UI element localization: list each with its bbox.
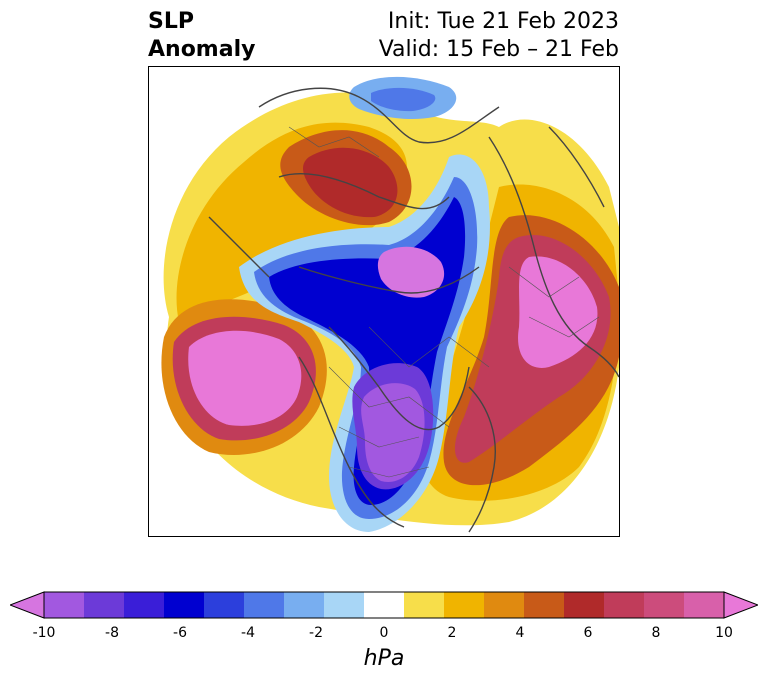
colorbar-tick-label: -6 — [173, 625, 187, 641]
slp-anomaly-map — [161, 76, 619, 533]
colorbar-tick-label: 4 — [515, 625, 525, 641]
colorbar-segment — [404, 592, 445, 618]
colorbar-segment — [84, 592, 125, 618]
colorbar-segment — [124, 592, 165, 618]
colorbar-segment — [324, 592, 365, 618]
map-panel — [148, 66, 620, 537]
anomaly-contour-magenta-west — [188, 330, 302, 426]
colorbar-segment — [524, 592, 565, 618]
colorbar-segment — [604, 592, 645, 618]
colorbar-tick-label: -10 — [32, 625, 56, 641]
colorbar-segment — [44, 592, 85, 618]
anomaly-contour-arctic-low — [377, 246, 445, 298]
colorbar-segment — [684, 592, 725, 618]
colorbar-outline — [43, 591, 725, 619]
colorbar-segment — [244, 592, 285, 618]
colorbar-tick-label: 2 — [447, 625, 457, 641]
anomaly-contour-blue-north-core — [371, 87, 436, 112]
init-date: Init: Tue 21 Feb 2023 — [387, 9, 619, 34]
colorbar-segment — [484, 592, 525, 618]
colorbar-extend-max — [723, 591, 758, 619]
colorbar-segment — [164, 592, 205, 618]
colorbar-unit-label: hPa — [363, 646, 405, 671]
colorbar-tick-label: 0 — [379, 625, 389, 641]
colorbar-tick-label: -4 — [241, 625, 255, 641]
colorbar-segment — [364, 592, 405, 618]
colorbar-segment — [284, 592, 325, 618]
title-line-2: Anomaly — [148, 37, 256, 62]
anomaly-contour-violet-trough — [361, 383, 425, 482]
coastlines — [208, 87, 619, 533]
colorbar-tick-label: 6 — [583, 625, 593, 641]
colorbar-segment — [564, 592, 605, 618]
colorbar-segment — [644, 592, 685, 618]
colorbar-extend-min — [10, 591, 45, 619]
colorbar-tick-label: 8 — [651, 625, 661, 641]
title-line-1: SLP — [148, 9, 194, 34]
valid-range: Valid: 15 Feb – 21 Feb — [378, 37, 619, 62]
colorbar-segment — [204, 592, 245, 618]
colorbar-tick-label: 10 — [715, 625, 733, 641]
colorbar-tick-label: -8 — [105, 625, 119, 641]
plot-title-dates: Init: Tue 21 Feb 2023 Valid: 15 Feb – 21… — [379, 8, 619, 64]
colorbar — [10, 591, 758, 619]
anomaly-contour-crimson-north — [303, 147, 398, 218]
country-borders — [288, 126, 600, 478]
colorbar-tick-label: -2 — [309, 625, 323, 641]
colorbar-segment — [444, 592, 485, 618]
plot-title-variable: SLP Anomaly — [148, 8, 255, 64]
